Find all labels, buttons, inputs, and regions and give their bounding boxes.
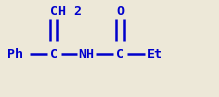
Text: NH: NH bbox=[78, 48, 95, 61]
Text: CH 2: CH 2 bbox=[50, 5, 82, 18]
Text: O: O bbox=[116, 5, 124, 18]
Text: C: C bbox=[50, 48, 58, 61]
Text: Ph: Ph bbox=[7, 48, 23, 61]
Text: Et: Et bbox=[147, 48, 163, 61]
Text: C: C bbox=[116, 48, 124, 61]
